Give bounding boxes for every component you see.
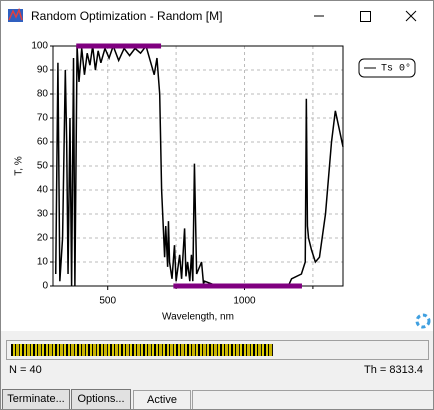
legend-box <box>358 58 416 78</box>
x-tick-label: 1000 <box>233 296 256 307</box>
window-title: Random Optimization - Random [M] <box>31 9 223 23</box>
n-status: N = 40 <box>9 364 42 376</box>
y-tick-label: 40 <box>37 185 49 196</box>
options-button[interactable]: Options... <box>71 389 131 409</box>
terminate-button[interactable]: Terminate... <box>2 389 70 409</box>
y-tick-label: 100 <box>31 41 48 52</box>
y-tick-label: 30 <box>37 209 49 220</box>
y-axis-label: T, % <box>14 156 25 176</box>
legend-label: Ts 0° <box>381 63 411 75</box>
title-icons <box>8 7 417 22</box>
y-tick-label: 80 <box>37 89 49 100</box>
y-tick-label: 70 <box>37 113 49 124</box>
x-tick-label: 500 <box>99 296 116 307</box>
state-panel: Active <box>133 390 191 409</box>
y-tick-label: 10 <box>37 257 49 268</box>
y-tick-label: 20 <box>37 233 49 244</box>
progress-pattern <box>11 344 273 356</box>
status-panel <box>192 390 433 409</box>
close-button[interactable] <box>405 10 417 22</box>
maximize-button[interactable] <box>360 11 371 22</box>
y-tick-label: 0 <box>42 281 48 292</box>
chart: T, % Wavelength, nm 0 10 20 30 40 50 60 70 80 90 1… <box>1 31 433 331</box>
y-tick-label: 60 <box>37 137 49 148</box>
title-bar: Random Optimization - Random [M] <box>1 1 433 31</box>
corner-icon <box>415 313 431 329</box>
app-icon-glyph <box>8 7 23 21</box>
series-line <box>54 43 344 287</box>
progress-box <box>6 340 429 360</box>
y-tick-label: 90 <box>37 65 49 76</box>
x-axis-label: Wavelength, nm <box>162 312 234 323</box>
th-status: Th = 8313.4 <box>363 364 423 376</box>
y-tick-label: 50 <box>37 161 49 172</box>
